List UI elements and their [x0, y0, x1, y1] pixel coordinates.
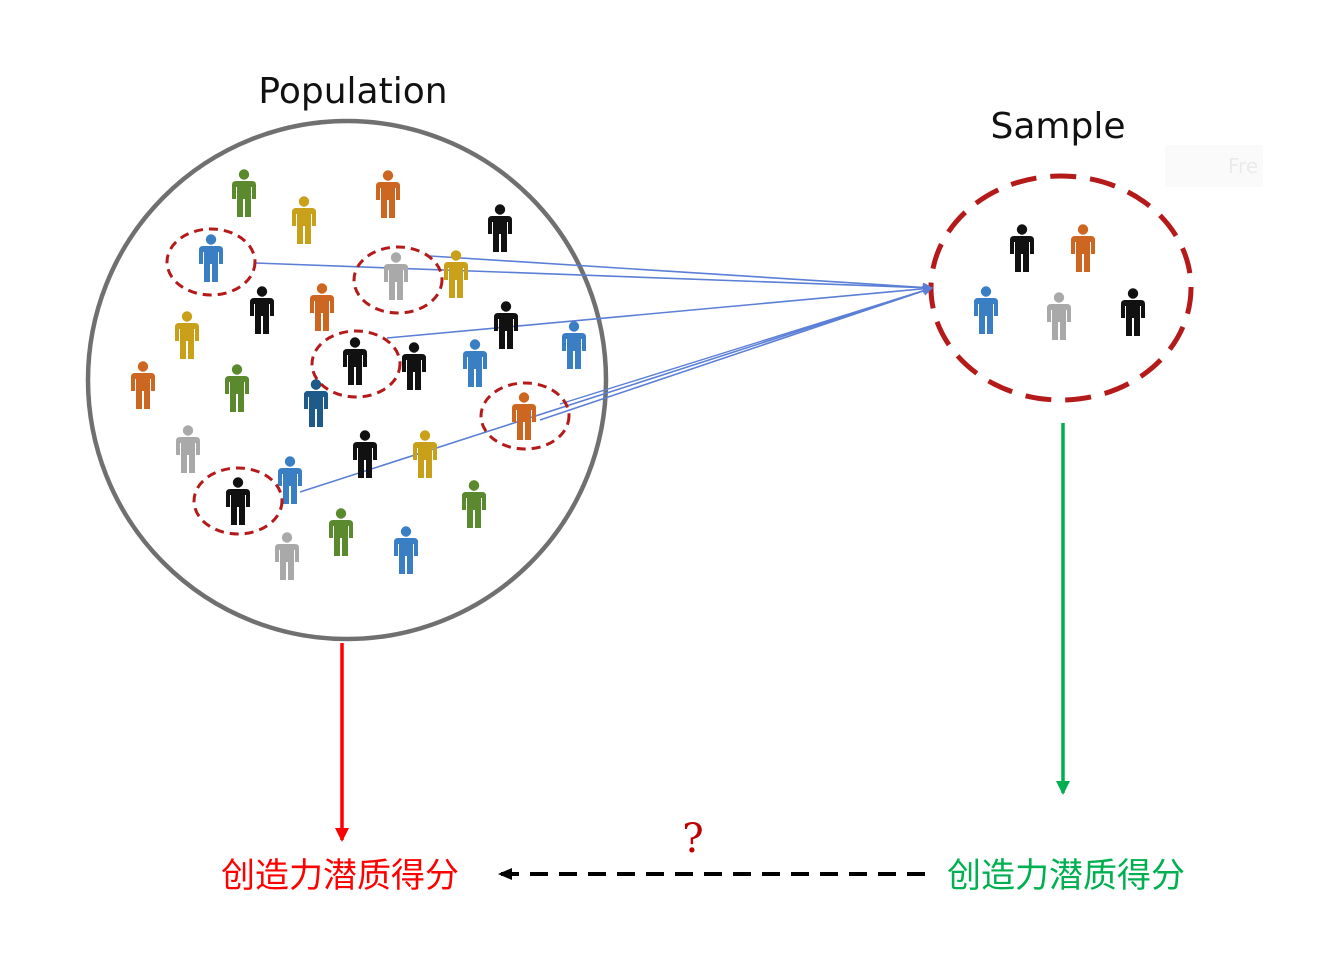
sample-person [1010, 224, 1034, 272]
population-person [310, 283, 334, 331]
selection-dashed-circle [165, 227, 257, 297]
population-person [384, 252, 408, 300]
population-person [275, 532, 299, 580]
population-person [494, 301, 518, 349]
sampling-arrow [429, 255, 933, 293]
sample-title: Sample [991, 106, 1126, 147]
sampling-arrow [254, 262, 933, 293]
population-person [463, 339, 487, 387]
sample-person [1071, 224, 1095, 272]
selection-dashed-circle [192, 466, 284, 536]
population-person [176, 425, 200, 473]
population-person [199, 234, 223, 282]
highlighted-people [165, 227, 571, 536]
population-person [343, 337, 367, 385]
population-person [232, 169, 256, 217]
population-person [131, 361, 155, 409]
sampling-arrow [299, 286, 933, 493]
sample-circle [928, 173, 1194, 403]
population-score-label: 创造力潜质得分 [221, 856, 459, 896]
watermark-box [1165, 145, 1263, 187]
sample-person [1047, 292, 1071, 340]
population-person [175, 311, 199, 359]
population-person [402, 342, 426, 390]
population-person [394, 526, 418, 574]
population-person [226, 477, 250, 525]
selection-dashed-circle [479, 381, 571, 451]
sample-people [974, 224, 1145, 340]
sample-person [974, 286, 998, 334]
population-person [376, 170, 400, 218]
population-person [329, 508, 353, 556]
sampling-arrows [254, 255, 933, 493]
watermark-text: Fre [1228, 154, 1258, 178]
selection-dashed-circle [352, 245, 444, 315]
population-person [488, 204, 512, 252]
question-mark: ? [682, 816, 703, 862]
population-person [462, 480, 486, 528]
sample-person [1121, 288, 1145, 336]
sampling-arrow [539, 286, 933, 421]
population-circle [85, 118, 609, 642]
population-person [413, 430, 437, 478]
sampling-arrow [386, 283, 933, 339]
population-title: Population [258, 71, 447, 112]
population-person [292, 196, 316, 244]
sample-score-label: 创造力潜质得分 [947, 856, 1185, 896]
population-person [512, 392, 536, 440]
sampling-arrow [559, 287, 933, 405]
population-person [278, 456, 302, 504]
selection-dashed-circle [310, 329, 402, 399]
population-person [225, 364, 249, 412]
population-person [250, 286, 274, 334]
population-person [562, 321, 586, 369]
